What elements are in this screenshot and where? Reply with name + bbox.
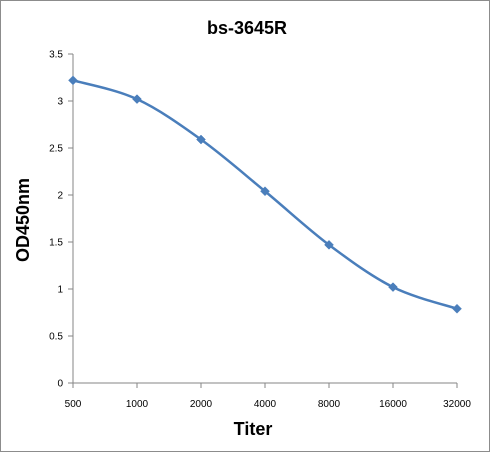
y-tick-label: 2.5	[49, 144, 63, 155]
series-layer	[68, 75, 462, 314]
x-tick-label: 16000	[379, 399, 407, 410]
y-tick-label: 1.5	[49, 238, 63, 249]
data-point-marker	[132, 94, 142, 104]
y-tick-label: 3	[57, 97, 63, 108]
x-axis: 500 1000 2000 4000 8000 16000 32000	[65, 382, 471, 410]
y-axis-title: OD450nm	[13, 178, 33, 262]
data-point-marker	[324, 239, 334, 250]
x-tick-label: 8000	[318, 399, 341, 410]
x-tick-label: 500	[65, 399, 82, 410]
x-tick-label: 32000	[443, 399, 471, 410]
y-axis: 0 0.5 1 1.5 2 2.5 3 3.5	[49, 50, 74, 390]
chart-title: bs-3645R	[207, 18, 287, 38]
y-tick-label: 2	[57, 191, 63, 202]
data-point-marker	[452, 303, 462, 314]
x-axis-title: Titer	[234, 419, 273, 439]
y-tick-label: 3.5	[49, 50, 63, 61]
x-tick-label: 2000	[190, 399, 213, 410]
y-tick-label: 0	[57, 379, 63, 390]
data-point-marker	[68, 75, 78, 86]
data-point-marker	[196, 134, 206, 145]
x-tick-label: 4000	[254, 399, 277, 410]
data-point-marker	[388, 282, 398, 292]
data-point-marker	[260, 186, 270, 197]
y-tick-label: 1	[57, 285, 63, 296]
y-tick-label: 0.5	[49, 332, 63, 343]
x-tick-label: 1000	[126, 399, 149, 410]
